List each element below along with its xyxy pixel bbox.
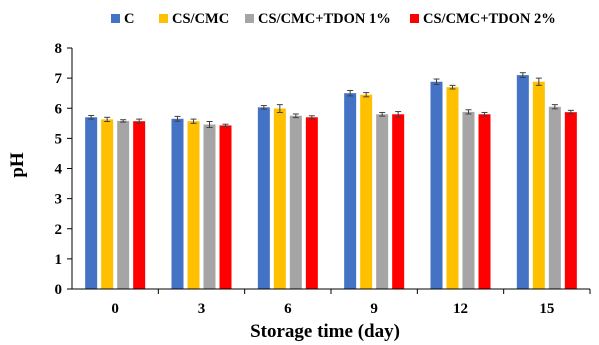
y-tick-label: 6 — [55, 101, 63, 117]
bar — [462, 111, 475, 290]
bar — [219, 125, 232, 289]
bar — [392, 114, 405, 290]
x-axis-title: Storage time (day) — [250, 321, 400, 342]
legend-label: CS/CMC — [172, 11, 229, 27]
y-tick-label: 1 — [55, 252, 63, 268]
legend-swatch — [111, 14, 120, 23]
legend-label: CS/CMC+TDON 2% — [423, 11, 556, 27]
legend: C CS/CMC CS/CMC+TDON 1% CS/CMC+TDON 2% — [111, 11, 556, 27]
legend-swatch — [159, 14, 168, 23]
legend-label: C — [124, 11, 134, 27]
bar — [187, 121, 200, 289]
bar — [430, 81, 443, 290]
bar — [548, 106, 561, 290]
bar — [117, 120, 130, 289]
legend-swatch — [410, 14, 419, 23]
bar — [532, 81, 545, 290]
bar — [344, 93, 357, 289]
y-tick-label: 2 — [55, 222, 63, 238]
y-axis-title: pH — [7, 152, 28, 178]
y-tick-label: 7 — [55, 71, 63, 87]
y-tick-label: 4 — [55, 162, 63, 178]
x-axis-ticks: 0 3 6 9 12 15 — [111, 289, 591, 317]
x-tick-label: 3 — [198, 301, 206, 317]
bar — [203, 124, 216, 289]
bar — [376, 114, 389, 290]
bar — [446, 87, 459, 289]
bar — [171, 118, 184, 289]
x-tick-label: 15 — [539, 301, 554, 317]
bar — [289, 115, 302, 289]
y-tick-label: 8 — [55, 41, 63, 57]
bar — [564, 112, 577, 289]
y-tick-label: 3 — [55, 192, 63, 208]
legend-swatch — [245, 14, 254, 23]
bar — [478, 114, 491, 290]
legend-label: CS/CMC+TDON 1% — [258, 11, 391, 27]
bar — [101, 119, 114, 290]
y-axis-ticks: 0 1 2 3 4 5 6 7 8 — [55, 41, 72, 298]
x-tick-label: 12 — [453, 301, 468, 317]
bar — [360, 94, 373, 289]
y-tick-label: 5 — [55, 131, 63, 147]
bar — [85, 117, 98, 289]
x-tick-label: 9 — [370, 301, 378, 317]
x-tick-label: 6 — [284, 301, 292, 317]
bar — [305, 117, 318, 289]
bar — [257, 107, 270, 289]
bar — [516, 75, 529, 289]
bar — [133, 121, 146, 289]
y-tick-label: 0 — [55, 282, 63, 298]
x-tick-label: 0 — [111, 301, 119, 317]
bar — [273, 108, 286, 290]
bars-layer — [85, 72, 577, 290]
